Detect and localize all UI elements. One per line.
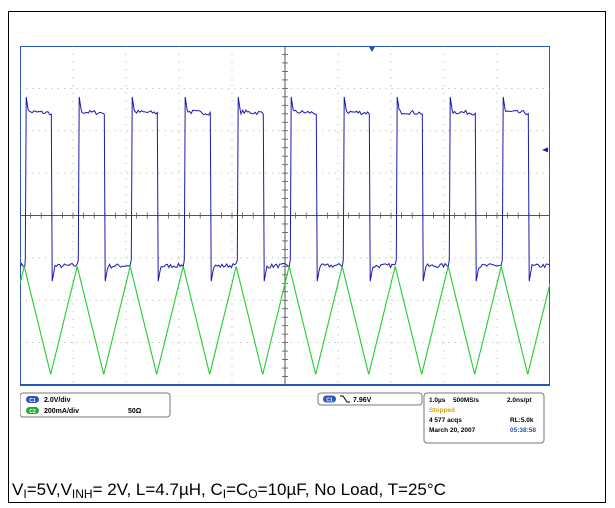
traces bbox=[20, 96, 550, 375]
acq-time: 05:38:58 bbox=[510, 427, 536, 434]
sample-interval: 2.0ns/pt bbox=[507, 397, 532, 404]
ch2-tag-text: C2 bbox=[29, 409, 36, 415]
ch2-scale: 200mA/div bbox=[44, 408, 79, 415]
ch2-tag bbox=[26, 407, 39, 414]
test-conditions-caption: VI=5V,VINH= 2V, L=4.7µH, CI=CO=10µF, No … bbox=[12, 480, 446, 501]
status-bar: C1 2.0V/div C2 200mA/div 50Ω C1 7.96V 1.… bbox=[20, 392, 545, 444]
trigger-level-marker bbox=[542, 147, 548, 153]
record-length: RL:5.0k bbox=[510, 417, 534, 424]
channel-scale-box bbox=[20, 392, 171, 418]
channel-markers bbox=[369, 47, 548, 153]
trigger-level: 7.96V bbox=[353, 397, 372, 404]
acq-date: March 20, 2007 bbox=[429, 427, 476, 434]
acq-count: 4 577 acqs bbox=[429, 417, 462, 424]
trigger-box bbox=[317, 392, 423, 406]
acquisition-box bbox=[423, 392, 545, 444]
ch1-scale: 2.0V/div bbox=[44, 397, 71, 404]
acq-status: Stopped bbox=[429, 407, 455, 414]
ilx-trace bbox=[20, 266, 550, 375]
oscilloscope-display: VLX ILX C1 2.0V/div C2 200mA/div 50Ω C1 … bbox=[20, 46, 550, 444]
trigger-channel-text: C1 bbox=[326, 398, 333, 404]
ch2-coupling: 50Ω bbox=[128, 408, 142, 415]
timebase: 1.0µs bbox=[429, 397, 446, 404]
trigger-channel-tag bbox=[323, 395, 336, 403]
ch1-tag bbox=[26, 396, 39, 403]
vlx-trace bbox=[20, 96, 550, 282]
trigger-slope-icon bbox=[340, 395, 350, 403]
trigger-position-marker bbox=[369, 47, 375, 52]
sample-rate: 500MS/s bbox=[453, 397, 479, 404]
ch1-tag-text: C1 bbox=[29, 398, 36, 404]
